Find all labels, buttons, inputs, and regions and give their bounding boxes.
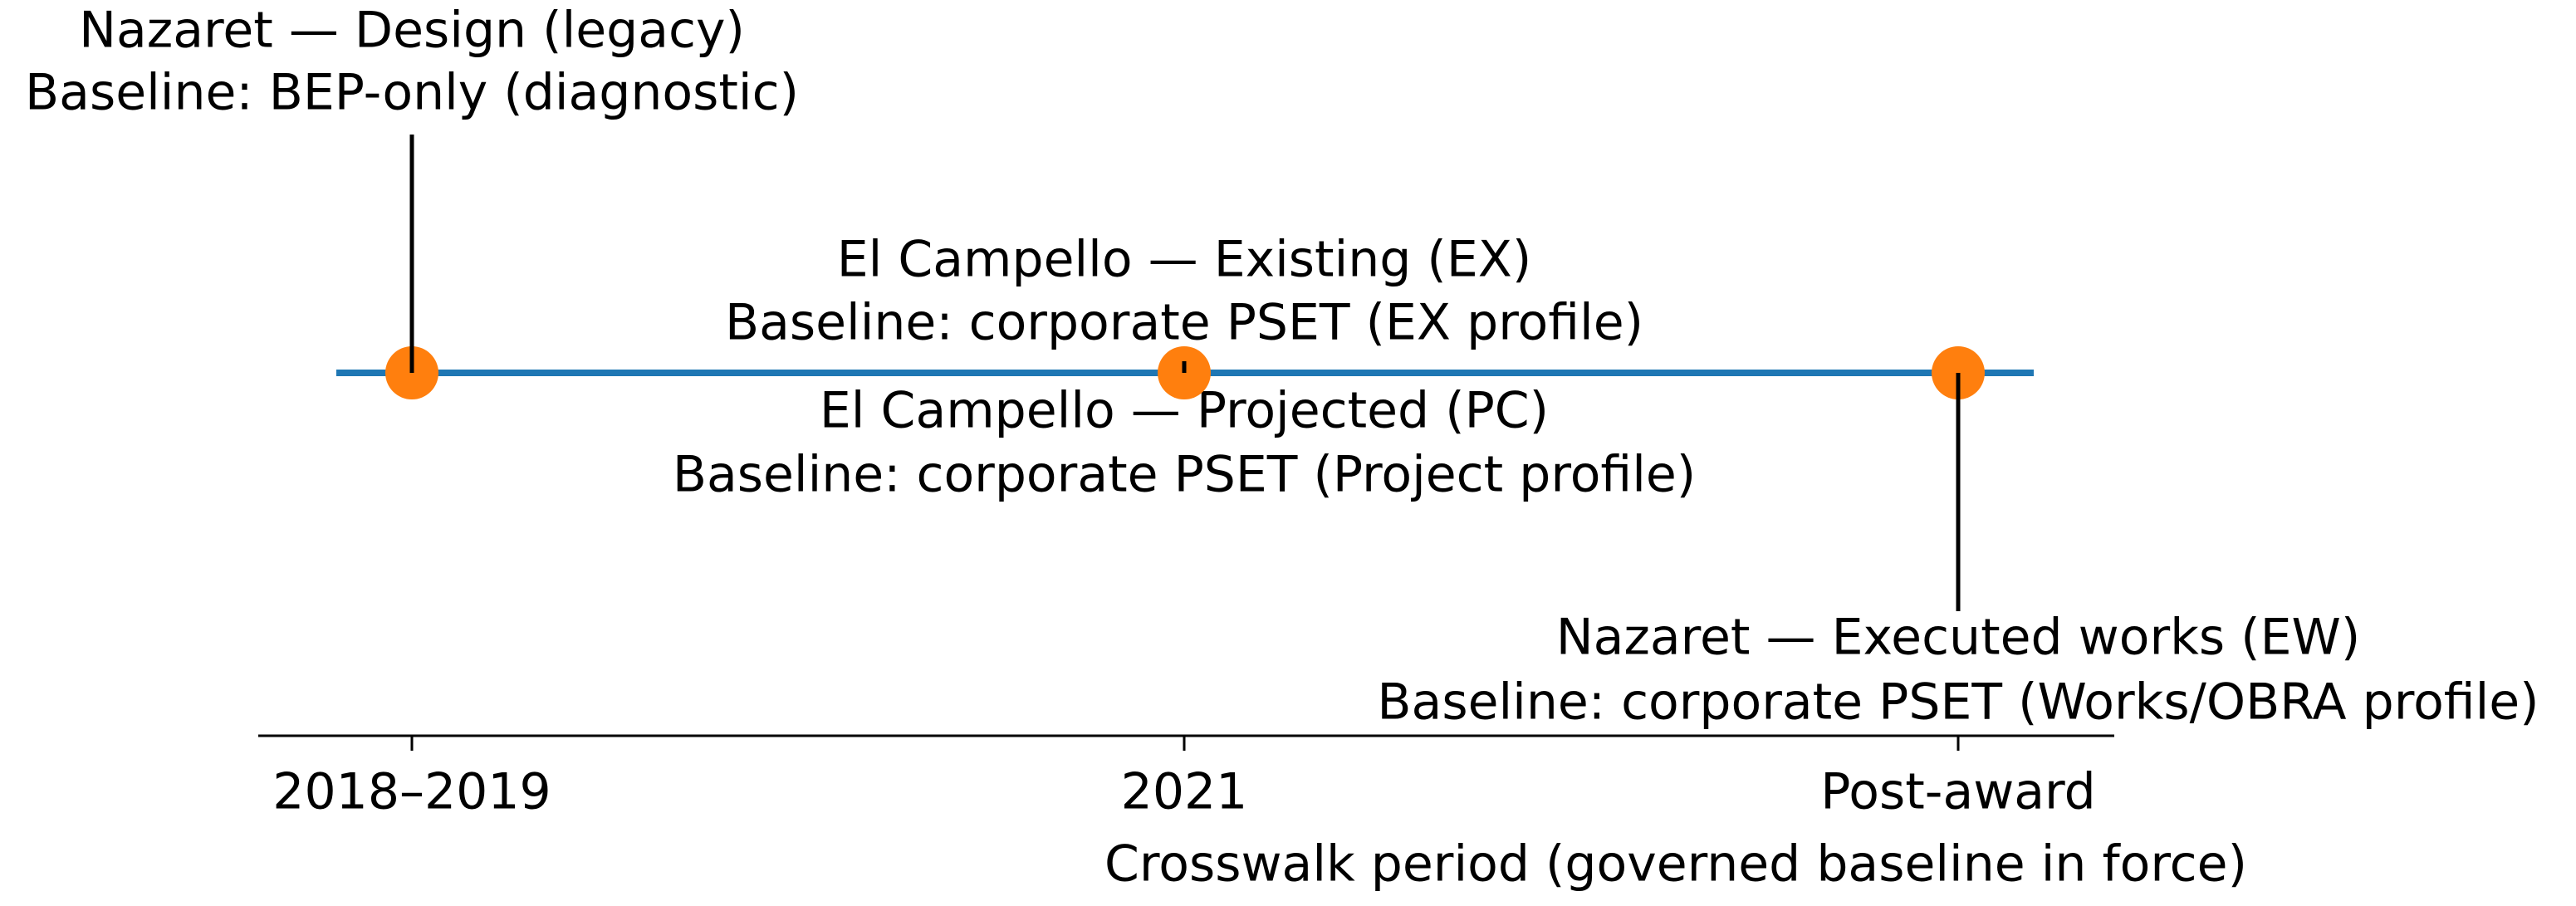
event-title: Nazaret — Executed works (EW)	[1556, 609, 2361, 667]
event-baseline: Baseline: BEP-only (diagnostic)	[25, 64, 799, 122]
x-tick-label: Post-award	[1820, 763, 2096, 821]
event-baseline: Baseline: corporate PSET (EX profile)	[725, 294, 1643, 352]
event-title: Nazaret — Design (legacy)	[79, 2, 745, 60]
x-tick-label: 2018–2019	[272, 763, 551, 821]
x-tick-label: 2021	[1121, 763, 1248, 821]
event-baseline: Baseline: corporate PSET (Works/OBRA pro…	[1377, 673, 2539, 732]
x-axis-label: Crosswalk period (governed baseline in f…	[1104, 835, 2247, 894]
event-title: El Campello — Existing (EX)	[837, 231, 1532, 289]
event-baseline: Baseline: corporate PSET (Project profil…	[673, 446, 1696, 504]
